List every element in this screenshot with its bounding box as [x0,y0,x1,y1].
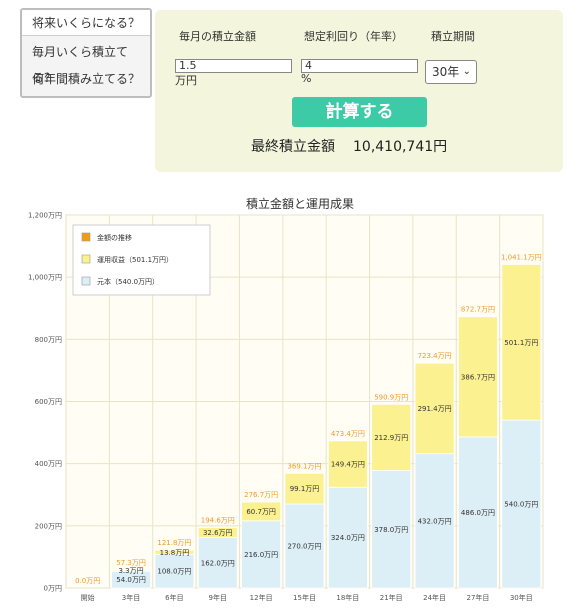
bar-gain [327,440,368,488]
x-tick-label: 12年目 [250,593,273,602]
mode-tabs: 将来いくらになる？ 毎月いくら積立てる？ 何年間積み立てる？ [20,8,152,98]
bar-gain [284,472,325,505]
legend-label-gain: 運用収益（501.1万円） [97,255,173,264]
x-tick-label: 開始 [81,593,95,602]
data-label-principal: 324.0万円 [331,534,365,542]
data-label-total: 590.9万円 [374,393,408,401]
y-tick-label: 800万円 [35,336,62,344]
x-tick-label: 21年目 [380,593,403,602]
data-label-total: 57.3万円 [116,559,146,567]
monthly-amount-input[interactable]: 1.5 [175,59,292,73]
bar-gain [458,316,498,438]
bar-gain [197,527,238,539]
x-tick-label: 30年目 [510,593,533,602]
bar-gain [501,263,542,421]
legend-swatch-principal [81,276,91,286]
legend-label-total: 金額の推移 [97,233,132,242]
rate-input[interactable]: 4 [301,59,418,73]
x-tick-label: 6年目 [165,593,183,602]
rate-label: 想定利回り（年率） [304,30,403,43]
y-tick-label: 1,000万円 [28,274,62,282]
tab-monthly-amount[interactable]: 毎月いくら積立てる？ [32,45,129,85]
data-label-gain: 60.7万円 [246,508,276,516]
legend-swatch-gain [81,254,91,264]
legend: 金額の推移 運用収益（501.1万円） 元本（540.0万円） [72,224,211,296]
data-label-gain: 3.3万円 [118,567,143,575]
period-label: 積立期間 [431,30,475,43]
bar-principal [458,436,498,589]
bar-gain [371,403,412,471]
monthly-amount-label: 毎月の積立金額 [179,30,256,43]
legend-label-principal: 元本（540.0万円） [97,277,159,286]
bar-principal [414,453,455,589]
data-label-total: 369.1万円 [287,462,321,470]
data-label-principal: 162.0万円 [201,559,235,567]
x-tick-label: 15年目 [293,593,316,602]
data-label-gain: 291.4万円 [418,405,452,413]
y-tick-label: 600万円 [35,398,62,406]
data-label-principal: 216.0万円 [244,551,278,559]
calculator-panel: 毎月の積立金額 想定利回り（年率） 積立期間 1.5 万円 4 % 30年 ⌄ … [155,10,563,172]
bar-gain [241,501,282,522]
bar-principal [371,470,412,589]
data-label-gain: 13.8万円 [160,549,190,557]
bar-principal [241,520,282,589]
data-label-total: 473.4万円 [331,430,365,438]
period-select[interactable]: 30年 ⌄ [425,60,477,84]
bar-principal [327,486,368,589]
data-label-gain: 32.6万円 [203,529,233,537]
data-label-gain: 99.1万円 [290,485,320,493]
data-label-principal: 432.0万円 [418,517,452,525]
bar-principal [284,503,325,589]
monthly-amount-unit: 万円 [175,74,197,87]
data-label-gain: 149.4万円 [331,461,365,469]
result-label: 最終積立金額 [251,139,335,155]
tab-period[interactable]: 何年間積み立てる？ [32,72,141,86]
savings-chart: 0万円 200万円 400万円 600万円 800万円 1,000万円 1,200万円 0.… [28,196,544,602]
data-label-gain: 212.9万円 [374,434,408,442]
data-label-principal: 378.0万円 [374,526,408,534]
data-label-principal: 54.0万円 [116,576,146,584]
data-label-total: 121.8万円 [157,539,191,547]
data-label-gain: 501.1万円 [504,339,538,347]
x-tick-label: 24年目 [423,593,446,602]
result-value: 10,410,741円 [353,139,448,155]
data-label-gain: 386.7万円 [461,373,495,381]
bar-gain [414,362,455,455]
chevron-down-icon: ⌄ [462,66,471,77]
bar-gain [111,569,151,572]
period-select-value: 30年 [432,65,460,79]
y-tick-label: 0万円 [44,585,62,593]
data-label-total: 723.4万円 [418,352,452,360]
data-label-total: 1,041.1万円 [501,253,542,261]
x-tick-label: 3年目 [122,593,140,602]
y-tick-label: 1,200万円 [28,212,62,220]
data-label-total: 0.0万円 [75,577,100,585]
data-label-principal: 270.0万円 [287,543,321,551]
calculate-button[interactable]: 計算する [292,97,427,127]
y-tick-label: 400万円 [35,460,62,468]
chart-title: 積立金額と運用成果 [246,196,354,211]
tab-future-value[interactable]: 将来いくらになる？ [22,10,150,36]
data-label-total: 872.7万円 [461,306,495,314]
bar-gain [154,549,195,555]
bar-principal [154,554,195,589]
x-tick-label: 9年目 [209,593,227,602]
data-label-principal: 108.0万円 [157,568,191,576]
y-tick-label: 200万円 [35,522,62,530]
data-label-total: 194.6万円 [201,517,235,525]
legend-swatch-total [81,232,91,242]
x-tick-label: 18年目 [336,593,359,602]
x-tick-label: 27年目 [466,593,489,602]
rate-unit: % [301,72,312,85]
data-label-total: 276.7万円 [244,491,278,499]
data-label-principal: 486.0万円 [461,509,495,517]
bar-principal [501,419,542,589]
data-label-principal: 540.0万円 [504,501,538,509]
